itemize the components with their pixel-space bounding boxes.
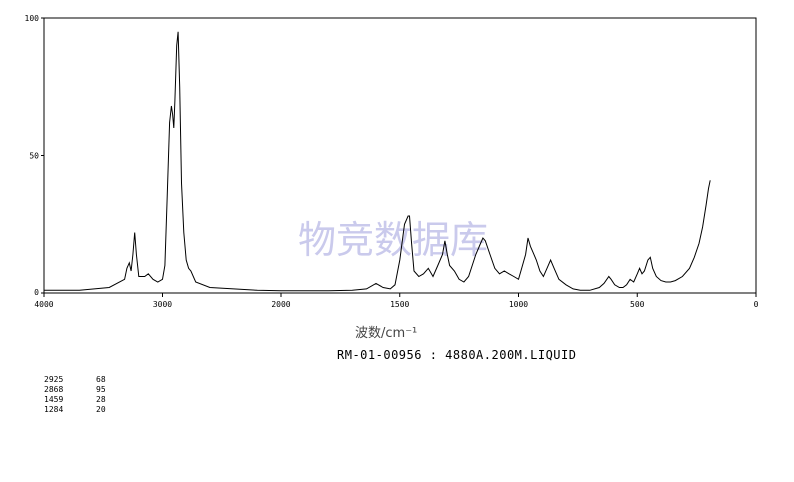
peak-value: 95 <box>96 385 106 394</box>
peak-row: 2868 95 <box>44 385 106 395</box>
x-tick-label: 0 <box>754 300 759 309</box>
x-axis-ticks: 4000 3000 2000 1500 1000 500 0 <box>34 293 759 309</box>
peak-wavenumber: 1284 <box>44 405 64 414</box>
sample-caption: RM-01-00956 : 4880A.200M.LIQUID <box>337 348 576 362</box>
y-tick-label: 50 <box>29 152 39 161</box>
peak-table: 2925 68 2868 95 1459 28 1284 20 <box>44 375 106 415</box>
peak-value: 68 <box>96 375 106 384</box>
x-tick-label: 1000 <box>509 300 528 309</box>
x-tick-label: 2000 <box>271 300 290 309</box>
x-tick-label: 1500 <box>390 300 409 309</box>
y-tick-label: 100 <box>25 14 40 23</box>
peak-row: 2925 68 <box>44 375 106 385</box>
peak-value: 20 <box>96 405 106 414</box>
peak-value: 28 <box>96 395 106 404</box>
spectrum-line <box>44 31 711 292</box>
x-tick-label: 3000 <box>153 300 172 309</box>
peak-row: 1284 20 <box>44 405 106 415</box>
x-tick-label: 500 <box>630 300 645 309</box>
peak-row: 1459 28 <box>44 395 106 405</box>
y-axis-ticks: 100 50 0 <box>25 14 44 297</box>
x-tick-label: 4000 <box>34 300 53 309</box>
peak-wavenumber: 2925 <box>44 375 64 384</box>
peak-wavenumber: 1459 <box>44 395 64 404</box>
y-tick-label: 0 <box>34 288 39 297</box>
watermark: 物竞数据库 <box>298 218 488 262</box>
peak-wavenumber: 2868 <box>44 385 64 394</box>
x-axis-label: 波数/cm⁻¹ <box>355 326 417 341</box>
